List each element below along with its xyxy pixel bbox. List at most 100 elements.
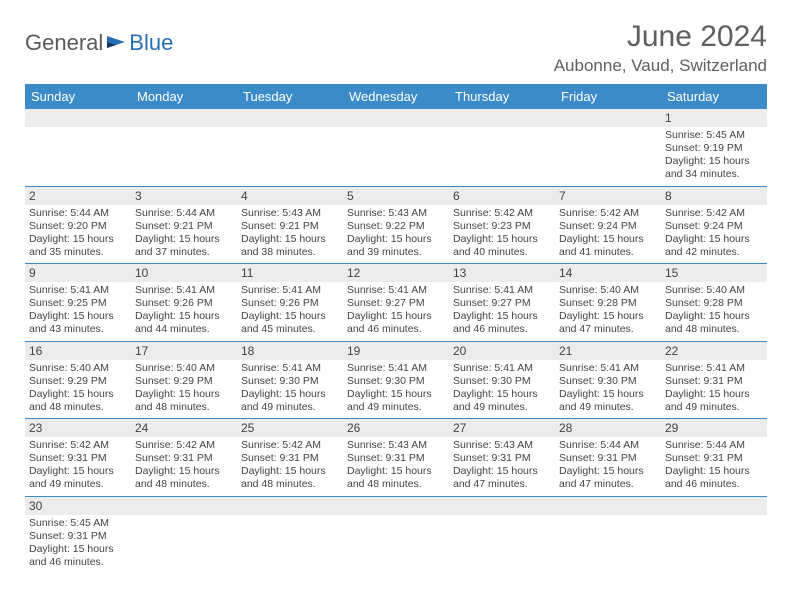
month-title: June 2024 bbox=[554, 20, 767, 54]
day-number: 3 bbox=[131, 187, 237, 205]
calendar-day-cell: 8Sunrise: 5:42 AMSunset: 9:24 PMDaylight… bbox=[661, 186, 767, 264]
calendar-day-cell: 20Sunrise: 5:41 AMSunset: 9:30 PMDayligh… bbox=[449, 341, 555, 419]
calendar-week-row: 30Sunrise: 5:45 AMSunset: 9:31 PMDayligh… bbox=[25, 496, 767, 573]
day-content: Sunrise: 5:43 AMSunset: 9:31 PMDaylight:… bbox=[343, 437, 449, 496]
day-number: 11 bbox=[237, 264, 343, 282]
day-number bbox=[343, 109, 449, 127]
day-number bbox=[449, 497, 555, 515]
calendar-day-cell: 11Sunrise: 5:41 AMSunset: 9:26 PMDayligh… bbox=[237, 264, 343, 342]
day-header: Monday bbox=[131, 84, 237, 109]
day-number bbox=[343, 497, 449, 515]
day-header: Wednesday bbox=[343, 84, 449, 109]
day-number: 8 bbox=[661, 187, 767, 205]
calendar-day-cell bbox=[131, 496, 237, 573]
calendar-day-cell bbox=[131, 109, 237, 186]
day-number: 19 bbox=[343, 342, 449, 360]
day-content: Sunrise: 5:41 AMSunset: 9:30 PMDaylight:… bbox=[555, 360, 661, 419]
calendar-day-cell: 21Sunrise: 5:41 AMSunset: 9:30 PMDayligh… bbox=[555, 341, 661, 419]
day-content: Sunrise: 5:41 AMSunset: 9:26 PMDaylight:… bbox=[131, 282, 237, 341]
day-content: Sunrise: 5:41 AMSunset: 9:31 PMDaylight:… bbox=[661, 360, 767, 419]
calendar-day-cell: 1Sunrise: 5:45 AMSunset: 9:19 PMDaylight… bbox=[661, 109, 767, 186]
day-number bbox=[237, 109, 343, 127]
calendar-day-cell: 15Sunrise: 5:40 AMSunset: 9:28 PMDayligh… bbox=[661, 264, 767, 342]
day-number: 21 bbox=[555, 342, 661, 360]
calendar-day-cell: 26Sunrise: 5:43 AMSunset: 9:31 PMDayligh… bbox=[343, 419, 449, 497]
day-number: 1 bbox=[661, 109, 767, 127]
logo-text-blue: Blue bbox=[129, 30, 173, 56]
day-number: 2 bbox=[25, 187, 131, 205]
day-content: Sunrise: 5:42 AMSunset: 9:31 PMDaylight:… bbox=[25, 437, 131, 496]
day-number: 20 bbox=[449, 342, 555, 360]
calendar-day-cell bbox=[449, 496, 555, 573]
calendar-week-row: 1Sunrise: 5:45 AMSunset: 9:19 PMDaylight… bbox=[25, 109, 767, 186]
calendar-day-cell: 10Sunrise: 5:41 AMSunset: 9:26 PMDayligh… bbox=[131, 264, 237, 342]
page-header: General Blue June 2024 Aubonne, Vaud, Sw… bbox=[25, 20, 767, 76]
calendar-day-cell bbox=[343, 109, 449, 186]
day-number: 24 bbox=[131, 419, 237, 437]
day-number: 17 bbox=[131, 342, 237, 360]
day-number: 15 bbox=[661, 264, 767, 282]
day-number: 25 bbox=[237, 419, 343, 437]
day-content: Sunrise: 5:41 AMSunset: 9:27 PMDaylight:… bbox=[449, 282, 555, 341]
calendar-day-cell: 22Sunrise: 5:41 AMSunset: 9:31 PMDayligh… bbox=[661, 341, 767, 419]
day-header: Thursday bbox=[449, 84, 555, 109]
calendar-day-cell: 2Sunrise: 5:44 AMSunset: 9:20 PMDaylight… bbox=[25, 186, 131, 264]
day-content: Sunrise: 5:40 AMSunset: 9:29 PMDaylight:… bbox=[25, 360, 131, 419]
day-header: Tuesday bbox=[237, 84, 343, 109]
day-number bbox=[131, 497, 237, 515]
day-content: Sunrise: 5:44 AMSunset: 9:20 PMDaylight:… bbox=[25, 205, 131, 264]
calendar-day-cell: 25Sunrise: 5:42 AMSunset: 9:31 PMDayligh… bbox=[237, 419, 343, 497]
day-number: 13 bbox=[449, 264, 555, 282]
day-number bbox=[25, 109, 131, 127]
calendar-day-cell bbox=[555, 496, 661, 573]
calendar-day-cell: 9Sunrise: 5:41 AMSunset: 9:25 PMDaylight… bbox=[25, 264, 131, 342]
calendar-week-row: 2Sunrise: 5:44 AMSunset: 9:20 PMDaylight… bbox=[25, 186, 767, 264]
calendar-day-cell: 24Sunrise: 5:42 AMSunset: 9:31 PMDayligh… bbox=[131, 419, 237, 497]
day-number: 14 bbox=[555, 264, 661, 282]
day-number: 22 bbox=[661, 342, 767, 360]
day-number: 27 bbox=[449, 419, 555, 437]
day-number: 23 bbox=[25, 419, 131, 437]
day-number: 6 bbox=[449, 187, 555, 205]
calendar-day-cell: 6Sunrise: 5:42 AMSunset: 9:23 PMDaylight… bbox=[449, 186, 555, 264]
day-number: 16 bbox=[25, 342, 131, 360]
day-content: Sunrise: 5:42 AMSunset: 9:31 PMDaylight:… bbox=[131, 437, 237, 496]
day-header: Saturday bbox=[661, 84, 767, 109]
day-content: Sunrise: 5:41 AMSunset: 9:25 PMDaylight:… bbox=[25, 282, 131, 341]
day-number bbox=[237, 497, 343, 515]
day-number bbox=[661, 497, 767, 515]
day-content: Sunrise: 5:42 AMSunset: 9:24 PMDaylight:… bbox=[555, 205, 661, 264]
location-text: Aubonne, Vaud, Switzerland bbox=[554, 56, 767, 76]
title-block: June 2024 Aubonne, Vaud, Switzerland bbox=[554, 20, 767, 76]
day-header: Sunday bbox=[25, 84, 131, 109]
calendar-day-cell: 27Sunrise: 5:43 AMSunset: 9:31 PMDayligh… bbox=[449, 419, 555, 497]
day-number bbox=[449, 109, 555, 127]
day-number: 10 bbox=[131, 264, 237, 282]
logo-flag-icon bbox=[105, 34, 127, 52]
calendar-day-cell: 3Sunrise: 5:44 AMSunset: 9:21 PMDaylight… bbox=[131, 186, 237, 264]
day-number: 26 bbox=[343, 419, 449, 437]
calendar-day-cell: 18Sunrise: 5:41 AMSunset: 9:30 PMDayligh… bbox=[237, 341, 343, 419]
day-content: Sunrise: 5:40 AMSunset: 9:28 PMDaylight:… bbox=[555, 282, 661, 341]
day-number: 30 bbox=[25, 497, 131, 515]
day-number: 5 bbox=[343, 187, 449, 205]
calendar-day-cell bbox=[661, 496, 767, 573]
calendar-day-cell bbox=[343, 496, 449, 573]
calendar-day-cell: 28Sunrise: 5:44 AMSunset: 9:31 PMDayligh… bbox=[555, 419, 661, 497]
calendar-day-cell: 13Sunrise: 5:41 AMSunset: 9:27 PMDayligh… bbox=[449, 264, 555, 342]
calendar-day-cell: 29Sunrise: 5:44 AMSunset: 9:31 PMDayligh… bbox=[661, 419, 767, 497]
calendar-day-cell bbox=[237, 109, 343, 186]
calendar-week-row: 23Sunrise: 5:42 AMSunset: 9:31 PMDayligh… bbox=[25, 419, 767, 497]
day-content: Sunrise: 5:40 AMSunset: 9:28 PMDaylight:… bbox=[661, 282, 767, 341]
day-content: Sunrise: 5:45 AMSunset: 9:19 PMDaylight:… bbox=[661, 127, 767, 186]
day-content: Sunrise: 5:44 AMSunset: 9:31 PMDaylight:… bbox=[555, 437, 661, 496]
calendar-day-cell: 4Sunrise: 5:43 AMSunset: 9:21 PMDaylight… bbox=[237, 186, 343, 264]
logo: General Blue bbox=[25, 20, 173, 56]
day-content: Sunrise: 5:43 AMSunset: 9:31 PMDaylight:… bbox=[449, 437, 555, 496]
calendar-day-cell: 5Sunrise: 5:43 AMSunset: 9:22 PMDaylight… bbox=[343, 186, 449, 264]
day-number bbox=[555, 497, 661, 515]
day-content: Sunrise: 5:45 AMSunset: 9:31 PMDaylight:… bbox=[25, 515, 131, 574]
day-number bbox=[131, 109, 237, 127]
day-number: 12 bbox=[343, 264, 449, 282]
calendar-day-cell: 30Sunrise: 5:45 AMSunset: 9:31 PMDayligh… bbox=[25, 496, 131, 573]
